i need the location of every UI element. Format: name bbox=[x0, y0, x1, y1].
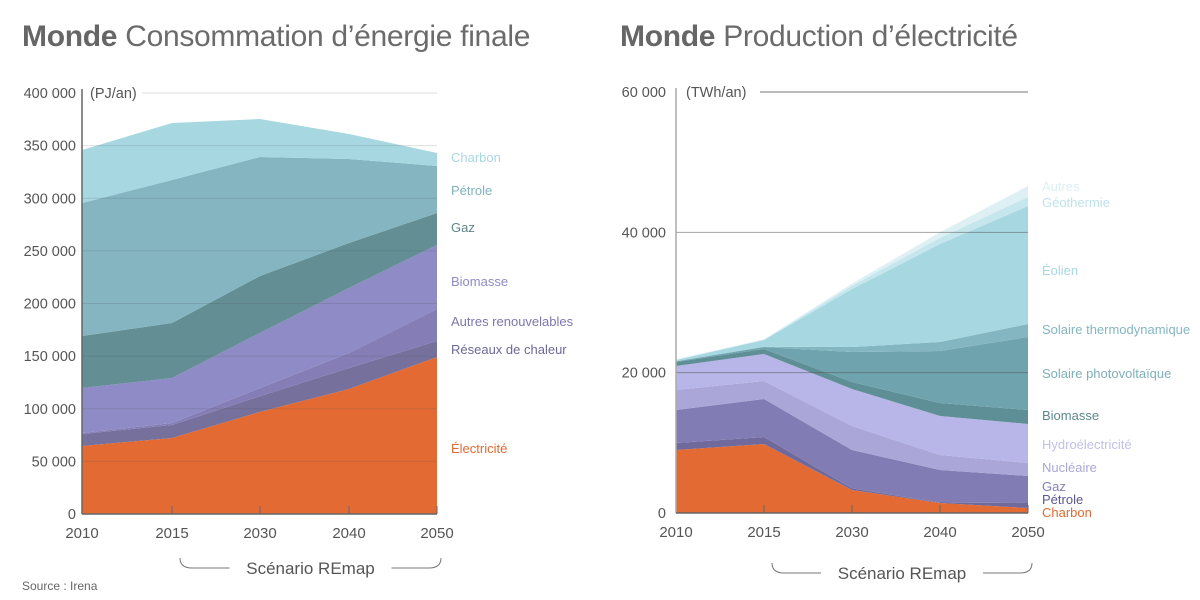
area-réseaux-de-chaleur bbox=[82, 341, 437, 446]
x-tick-label: 2030 bbox=[835, 524, 868, 541]
x-tick-label: 2030 bbox=[243, 525, 276, 542]
title-rest: Consommation d’énergie finale bbox=[125, 20, 531, 53]
chart-title-left: Monde Consommation d’énergie finale bbox=[22, 20, 530, 54]
legend-label: Solaire photovoltaïque bbox=[1042, 366, 1171, 381]
scenario-label: Scénario REmap bbox=[246, 559, 375, 578]
area-solaire-thermodynamique bbox=[676, 324, 1028, 362]
legend-label: Gaz bbox=[451, 220, 475, 235]
legend-label: Autres bbox=[1042, 179, 1080, 194]
legend-label: Charbon bbox=[1042, 505, 1092, 520]
legend-label: Hydroélectricité bbox=[1042, 437, 1132, 452]
y-tick-label: 200 000 bbox=[24, 297, 76, 313]
title-bold: Monde bbox=[620, 20, 716, 53]
x-tick-label: 2010 bbox=[659, 524, 692, 541]
area-gaz bbox=[82, 213, 437, 388]
source-note: Source : Irena bbox=[22, 579, 98, 593]
legend-label: Électricité bbox=[451, 441, 507, 456]
area-hydroélectricité bbox=[676, 354, 1028, 463]
area-biomasse bbox=[676, 349, 1028, 424]
legend-label: Éolien bbox=[1042, 263, 1078, 278]
scenario-label: Scénario REmap bbox=[838, 564, 967, 583]
legend-label: Autres renouvelables bbox=[451, 314, 574, 329]
y-tick-label: 100 000 bbox=[24, 402, 76, 418]
legend-label: Biomasse bbox=[1042, 408, 1099, 423]
x-tick-label: 2050 bbox=[1011, 524, 1044, 541]
chart-title-right: Monde Production d’électricité bbox=[620, 20, 1018, 54]
chart-production-electricite: 0 20 000 40 000 60 000 2010 2015 2030 2040 2050 (… bbox=[622, 85, 1191, 583]
legend-label: Solaire thermodynamique bbox=[1042, 322, 1190, 337]
x-tick-label: 2050 bbox=[420, 525, 453, 542]
y-tick-label: 350 000 bbox=[24, 139, 76, 155]
legend-label: Gaz bbox=[1042, 479, 1066, 494]
y-tick-label: 0 bbox=[68, 507, 76, 523]
title-rest: Production d’électricité bbox=[723, 20, 1018, 53]
y-tick-label: 60 000 bbox=[622, 85, 666, 101]
x-tick-label: 2015 bbox=[155, 525, 188, 542]
title-bold: Monde bbox=[22, 20, 118, 53]
x-tick-label: 2040 bbox=[332, 525, 365, 542]
unit-label: (TWh/an) bbox=[686, 85, 746, 101]
legend-label: Biomasse bbox=[451, 274, 508, 289]
area-pétrole bbox=[676, 437, 1028, 508]
legend-label: Réseaux de chaleur bbox=[451, 342, 567, 357]
area-solaire-photovoltaïque bbox=[676, 337, 1028, 410]
x-tick-label: 2040 bbox=[923, 524, 956, 541]
bracket-left bbox=[179, 557, 230, 569]
y-tick-label: 40 000 bbox=[622, 225, 666, 241]
area-gaz bbox=[676, 399, 1028, 503]
area-charbon bbox=[82, 119, 437, 203]
legend-label: Pétrole bbox=[451, 183, 492, 198]
y-tick-label: 300 000 bbox=[24, 191, 76, 207]
y-tick-label: 0 bbox=[658, 506, 666, 522]
y-tick-label: 50 000 bbox=[32, 454, 76, 470]
y-tick-label: 250 000 bbox=[24, 244, 76, 260]
legend-label: Pétrole bbox=[1042, 492, 1083, 507]
area-biomasse bbox=[82, 245, 437, 433]
chart-energie-finale: 0 50 000 100 000 150 000 200 000 250 000 300 0… bbox=[24, 86, 574, 578]
y-tick-label: 150 000 bbox=[24, 349, 76, 365]
x-tick-label: 2015 bbox=[747, 524, 780, 541]
bracket-right bbox=[983, 562, 1033, 574]
y-tick-label: 20 000 bbox=[622, 366, 666, 382]
area-charbon bbox=[676, 444, 1028, 513]
legend-label: Nucléaire bbox=[1042, 460, 1097, 475]
x-tick-label: 2010 bbox=[65, 525, 98, 542]
bracket-left bbox=[771, 562, 821, 574]
area-éolien bbox=[676, 206, 1028, 362]
legend-label: Géothermie bbox=[1042, 195, 1110, 210]
legend-label: Charbon bbox=[451, 150, 501, 165]
area-pétrole bbox=[82, 157, 437, 336]
bracket-right bbox=[391, 557, 442, 569]
area-nucléaire bbox=[676, 381, 1028, 476]
unit-label: (PJ/an) bbox=[90, 86, 137, 102]
y-tick-label: 400 000 bbox=[24, 86, 76, 102]
area-électricité bbox=[82, 357, 437, 514]
